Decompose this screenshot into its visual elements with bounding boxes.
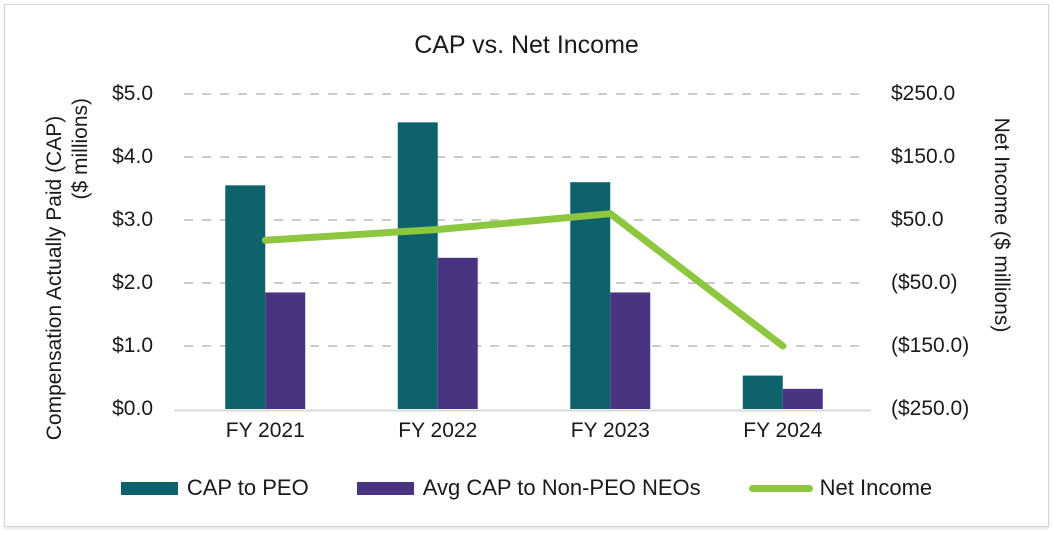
right-axis-tick-label: ($150.0) (891, 334, 970, 357)
x-axis-category-label: FY 2023 (570, 419, 650, 442)
left-axis-tick-label: $0.0 (112, 397, 153, 420)
legend-label: CAP to PEO (186, 475, 309, 500)
bar-cap-to-peo (742, 375, 783, 409)
legend-item: Avg CAP to Non-PEO NEOs (356, 475, 701, 501)
x-axis-category-label: FY 2022 (398, 419, 478, 442)
chart-card: CAP vs. Net Income Compensation Actually… (4, 4, 1049, 527)
right-axis-title: Net Income ($ millions) (990, 117, 1013, 333)
right-axis-tick-label: $250.0 (891, 82, 956, 105)
legend-line-swatch (748, 484, 813, 492)
left-axis-tick-label: $2.0 (112, 271, 153, 294)
right-axis-tick-label: $150.0 (891, 145, 956, 168)
left-axis-tick-label: $1.0 (112, 334, 153, 357)
legend-label: Avg CAP to Non-PEO NEOs (422, 475, 701, 500)
bar-cap-to-peo (397, 122, 438, 409)
bar-cap-to-peo (225, 185, 266, 409)
legend-color-swatch (356, 481, 414, 495)
left-axis-tick-label: $5.0 (112, 82, 153, 105)
bar-avg-cap-non-peo (437, 257, 478, 409)
chart-title: CAP vs. Net Income (414, 31, 639, 59)
legend-label: Net Income (819, 475, 933, 500)
bar-avg-cap-non-peo (265, 292, 306, 409)
legend-color-swatch (120, 481, 178, 495)
legend-item: Net Income (748, 475, 933, 501)
right-axis-tick-label: $50.0 (891, 208, 944, 231)
bar-avg-cap-non-peo (610, 292, 651, 409)
chart-plot (174, 93, 871, 412)
left-axis-tick-label: $4.0 (112, 145, 153, 168)
net-income-line (261, 210, 787, 350)
legend-item: CAP to PEO (120, 475, 309, 501)
bar-avg-cap-non-peo (782, 388, 823, 409)
left-axis-tick-label: $3.0 (112, 208, 153, 231)
x-axis-category-label: FY 2021 (225, 419, 305, 442)
chart-legend: CAP to PEO Avg CAP to Non-PEO NEOs Net Inc… (5, 475, 1048, 501)
right-axis-tick-label: ($50.0) (891, 271, 958, 294)
right-axis-tick-label: ($250.0) (891, 397, 970, 420)
x-axis-category-label: FY 2024 (743, 419, 823, 442)
